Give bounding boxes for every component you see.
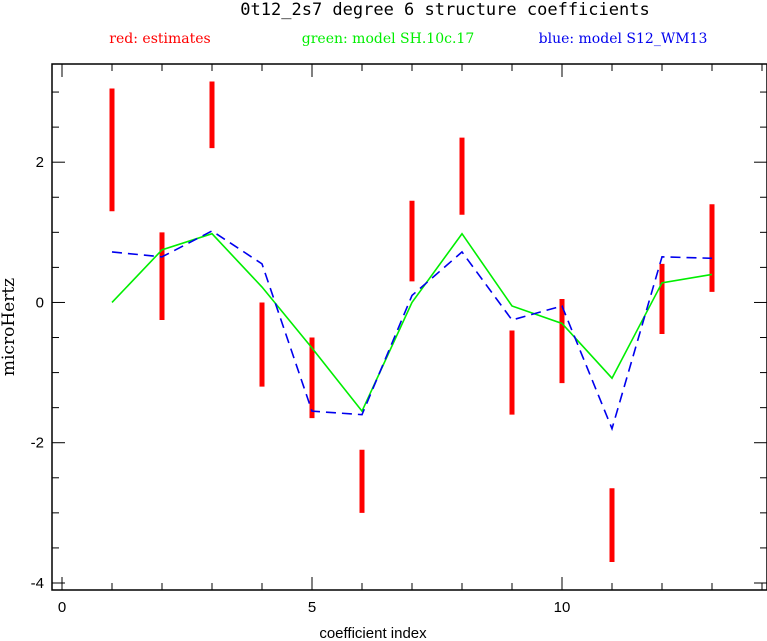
x-axis-label: coefficient index <box>319 625 427 641</box>
y-tick-label: -4 <box>31 575 44 592</box>
y-tick-label: 2 <box>36 154 44 171</box>
y-tick-label: -2 <box>31 435 44 452</box>
series-line-green-sh10c17 <box>111 232 713 413</box>
legend-estimates: red: estimates <box>109 31 210 47</box>
y-tick-label: 0 <box>36 294 44 311</box>
axis-tick-labels: 0 5 10 -4 -2 0 2 <box>31 154 571 616</box>
plot-frame <box>51 63 767 591</box>
x-tick-label: 5 <box>308 599 316 616</box>
series-line-blue-s12wm13 <box>111 229 713 432</box>
y-axis-label: microHertz <box>0 278 19 376</box>
plot-marks <box>109 81 715 562</box>
x-tick-label: 10 <box>554 599 571 616</box>
legend-model-s12wm13: blue: model S12_WM13 <box>539 31 708 47</box>
chart-title: 0t12_2s7 degree 6 structure coefficients <box>240 0 649 20</box>
axis-ticks <box>52 64 767 590</box>
x-tick-label: 0 <box>58 599 66 616</box>
legend-model-sh10c17: green: model SH.10c.17 <box>302 31 474 47</box>
